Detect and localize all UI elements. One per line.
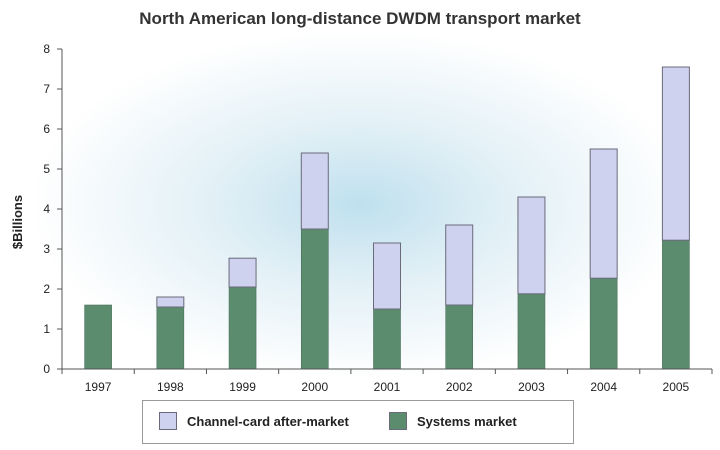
bar-systems-market xyxy=(373,308,401,370)
x-tick-label: 1999 xyxy=(229,380,256,394)
y-tick-label: 2 xyxy=(43,282,50,296)
bar-channel-card xyxy=(228,257,257,288)
bars-layer xyxy=(84,66,690,370)
legend-item-systems: Systems market xyxy=(389,412,517,430)
bar-systems-market xyxy=(517,293,546,370)
y-tick-label: 4 xyxy=(43,202,50,216)
y-tick-label: 8 xyxy=(43,42,50,56)
x-tick-label: 2000 xyxy=(301,380,328,394)
x-tick-label: 1997 xyxy=(85,380,112,394)
y-tick-label: 5 xyxy=(43,162,50,176)
chart-title: North American long-distance DWDM transp… xyxy=(139,9,581,28)
bar-systems-market xyxy=(300,228,329,370)
x-tick-label: 2003 xyxy=(518,380,545,394)
x-tick-label: 1998 xyxy=(157,380,184,394)
axis-layer: 0 1 2 3 4 5 6 7 8 1997 1998 1999 2000 2001 2002 2003 200… xyxy=(43,42,713,394)
bar-channel-card xyxy=(661,66,690,241)
y-tick-label: 7 xyxy=(43,82,50,96)
x-tick-label: 2004 xyxy=(590,380,617,394)
bar-systems-market xyxy=(84,304,112,370)
legend-swatch-systems xyxy=(389,412,407,430)
legend: Channel-card after-market Systems market xyxy=(142,400,574,444)
legend-swatch-channel-card xyxy=(159,412,177,430)
x-tick-label: 2005 xyxy=(663,380,690,394)
y-axis-title: $Billions xyxy=(10,195,25,249)
bar-channel-card xyxy=(445,224,474,306)
legend-item-channel-card: Channel-card after-market xyxy=(159,412,349,430)
y-tick-label: 0 xyxy=(43,362,50,376)
bar-channel-card xyxy=(589,148,618,279)
bar-systems-market xyxy=(156,306,185,370)
bar-channel-card xyxy=(300,152,329,230)
y-tick-label: 1 xyxy=(43,322,50,336)
bar-systems-market xyxy=(589,277,618,370)
y-tick-label: 6 xyxy=(43,122,50,136)
bar-systems-market xyxy=(228,286,257,370)
bar-channel-card xyxy=(517,196,546,295)
bar-systems-market xyxy=(445,304,474,370)
x-tick-label: 2002 xyxy=(446,380,473,394)
y-tick-label: 3 xyxy=(43,242,50,256)
legend-label-channel-card: Channel-card after-market xyxy=(187,413,349,429)
bar-channel-card xyxy=(373,242,401,310)
x-tick-label: 2001 xyxy=(374,380,401,394)
bar-systems-market xyxy=(662,239,690,370)
bar-channel-card xyxy=(156,296,185,308)
legend-label-systems: Systems market xyxy=(417,413,517,429)
